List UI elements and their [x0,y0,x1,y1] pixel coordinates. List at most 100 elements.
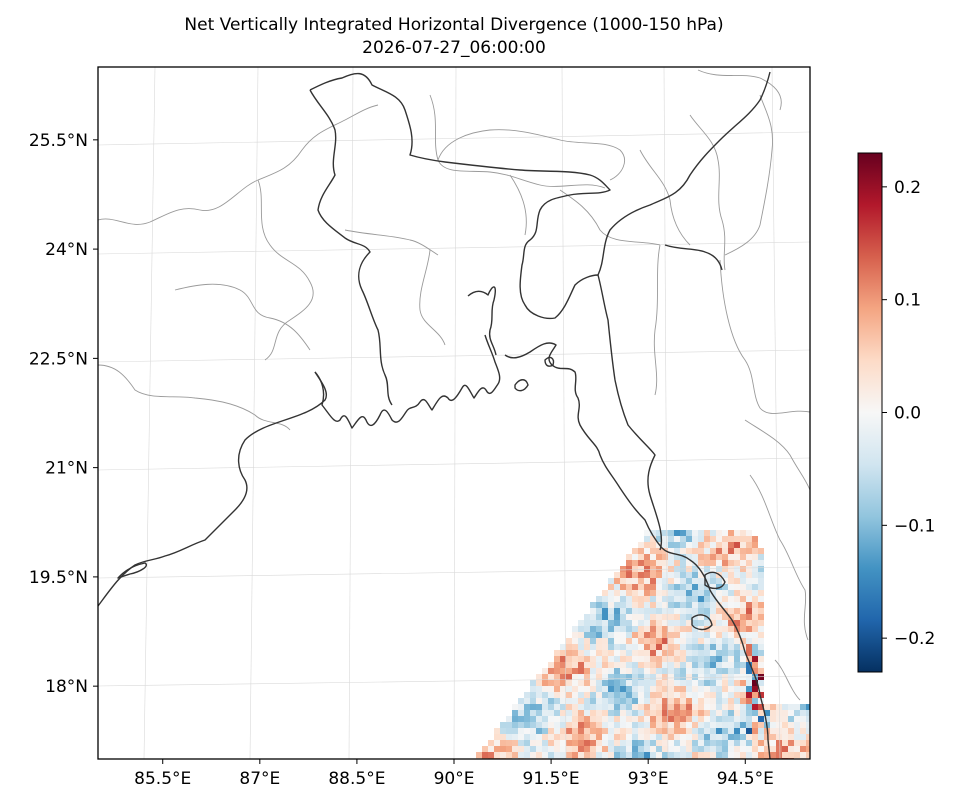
field-cell [650,608,656,614]
field-cell [692,536,698,542]
field-cell [668,686,674,692]
field-cell [692,662,698,668]
field-cell [566,644,572,650]
field-cell [680,536,686,542]
field-cell [734,728,740,734]
field-cell [752,752,758,758]
field-cell [656,644,662,650]
field-cell [650,722,656,728]
field-cell [596,662,602,668]
field-cell [620,656,626,662]
field-cell [752,620,758,626]
field-cell [686,740,692,746]
field-cell [674,734,680,740]
field-cell [662,602,668,608]
field-cell [554,662,560,668]
field-cell [662,632,668,638]
field-cell [548,668,554,674]
field-cell [734,554,740,560]
field-cell [596,596,602,602]
field-cell [752,716,758,722]
field-cell [584,752,590,758]
field-cell [776,716,782,722]
field-cell [752,572,758,578]
field-cell [656,554,662,560]
field-cell [650,584,656,590]
field-cell [644,680,650,686]
field-cell [524,710,530,716]
field-cell [734,752,740,758]
field-cell [590,674,596,680]
field-cell [572,716,578,722]
field-cell [626,638,632,644]
field-cell [734,578,740,584]
field-cell [530,728,536,734]
field-cell [536,722,542,728]
field-cell [632,560,638,566]
field-cell [560,704,566,710]
field-cell [710,698,716,704]
field-cell [584,614,590,620]
field-cell [674,608,680,614]
field-cell [668,578,674,584]
field-cell [482,746,488,752]
field-cell [626,716,632,722]
field-cell [776,710,782,716]
field-cell [656,692,662,698]
field-cell [692,548,698,554]
field-cell [530,704,536,710]
field-cell [674,560,680,566]
field-cell [602,668,608,674]
field-cell [614,638,620,644]
field-cell [692,596,698,602]
field-cell [584,626,590,632]
field-cell [668,740,674,746]
field-cell [656,704,662,710]
field-cell [626,578,632,584]
field-cell [554,680,560,686]
field-cell [632,746,638,752]
field-cell [602,728,608,734]
field-cell [602,722,608,728]
field-cell [638,596,644,602]
field-cell [758,710,764,716]
field-cell [686,746,692,752]
field-cell [704,596,710,602]
field-cell [710,584,716,590]
field-cell [728,680,734,686]
field-cell [806,734,810,740]
field-cell [740,566,746,572]
field-cell [626,668,632,674]
field-cell [626,704,632,710]
field-cell [692,584,698,590]
field-cell [614,644,620,650]
field-cell [542,716,548,722]
field-cell [692,698,698,704]
field-cell [722,638,728,644]
field-cell [662,620,668,626]
field-cell [746,590,752,596]
field-cell [626,674,632,680]
colorbar-tick-label: 0.2 [894,178,921,198]
field-cell [800,752,806,758]
field-cell [644,710,650,716]
field-cell [746,530,752,536]
map-title: Net Vertically Integrated Horizontal Div… [184,15,723,35]
field-cell [626,572,632,578]
field-cell [590,626,596,632]
field-cell [644,728,650,734]
field-cell [614,590,620,596]
field-cell [632,698,638,704]
field-cell [752,650,758,656]
field-cell [752,638,758,644]
field-cell [680,584,686,590]
field-cell [602,596,608,602]
field-cell [500,728,506,734]
field-cell [578,716,584,722]
field-cell [530,710,536,716]
field-cell [734,716,740,722]
field-cell [710,530,716,536]
field-cell [614,716,620,722]
field-cell [668,722,674,728]
field-cell [632,674,638,680]
